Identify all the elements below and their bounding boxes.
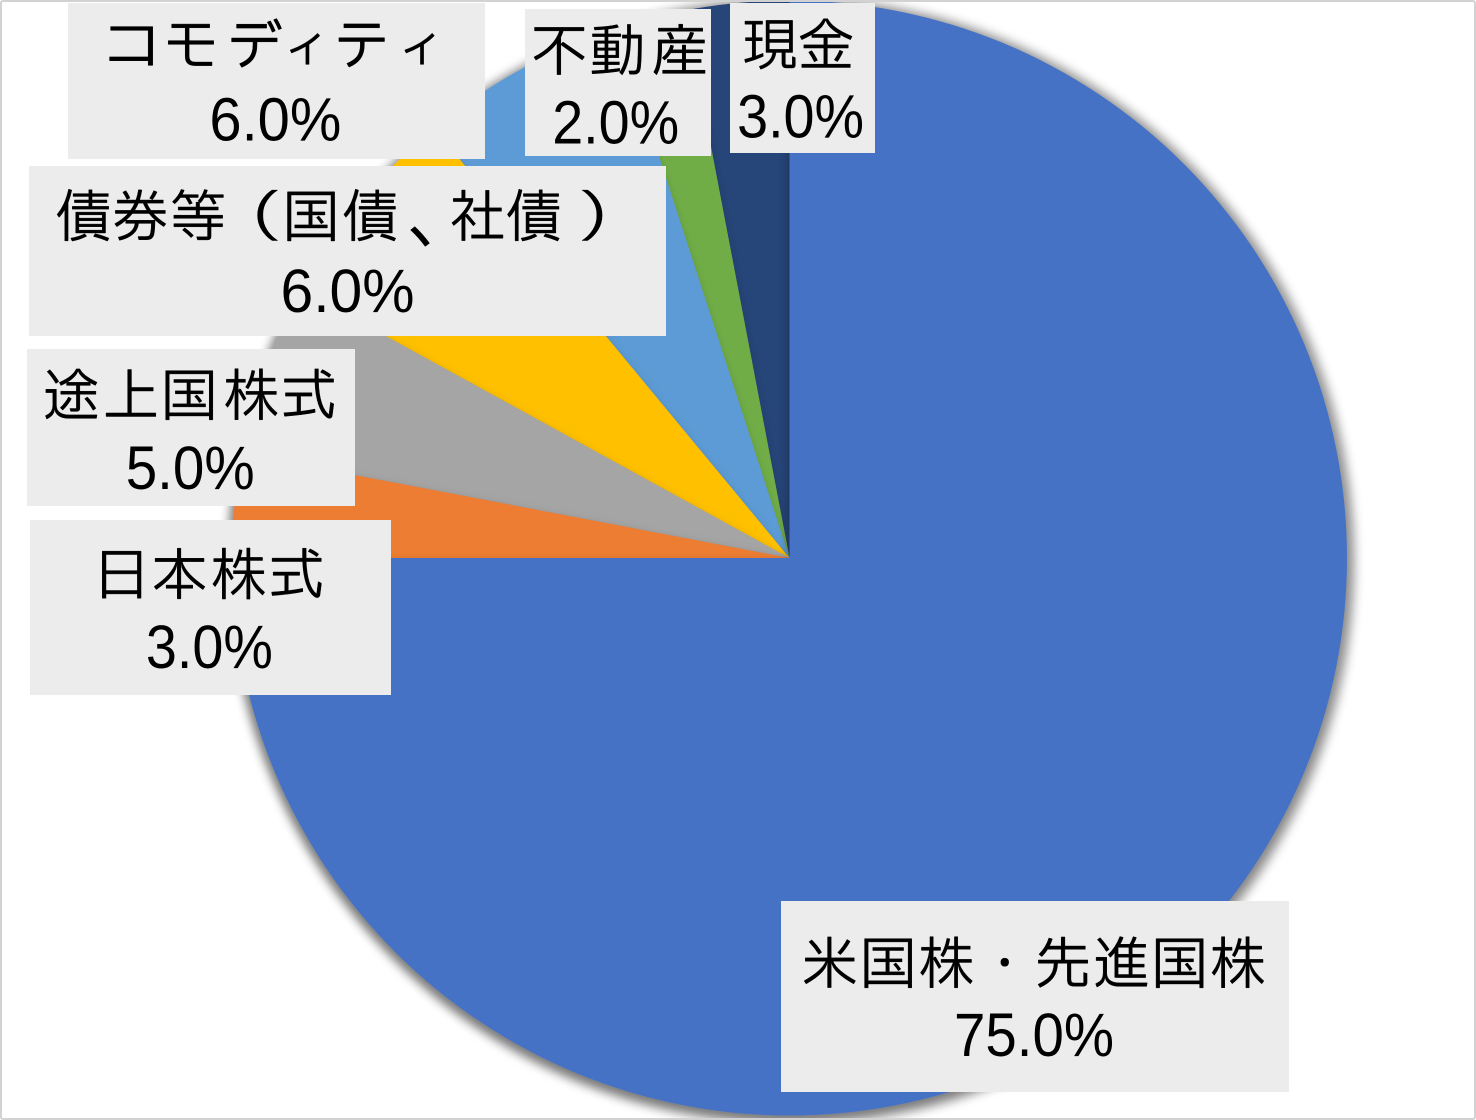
svg-text:75.0%: 75.0% bbox=[954, 1001, 1114, 1070]
svg-text:3.0%: 3.0% bbox=[146, 613, 273, 682]
svg-text:6.0%: 6.0% bbox=[209, 85, 341, 154]
svg-text:6.0%: 6.0% bbox=[281, 257, 415, 326]
svg-text:2.0%: 2.0% bbox=[552, 88, 679, 157]
svg-text:3.0%: 3.0% bbox=[737, 82, 864, 151]
svg-text:5.0%: 5.0% bbox=[126, 434, 255, 503]
